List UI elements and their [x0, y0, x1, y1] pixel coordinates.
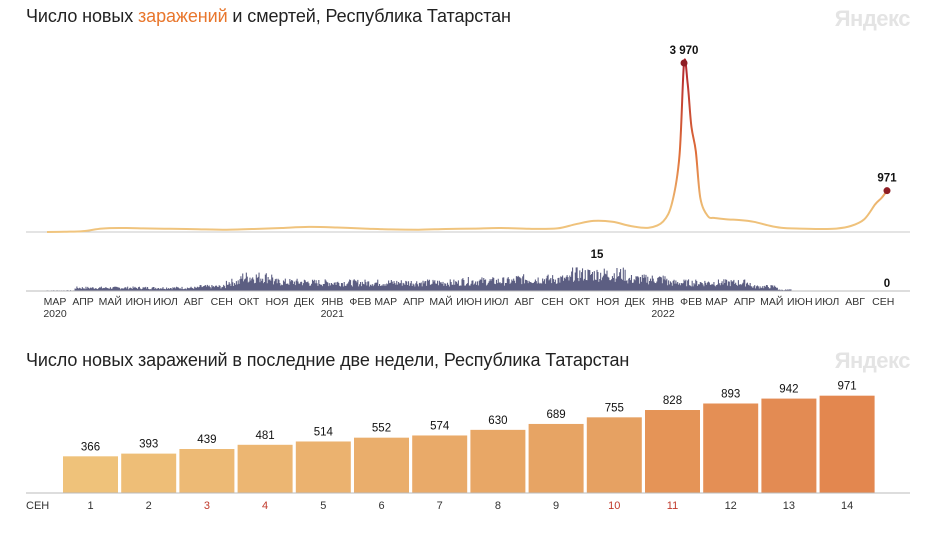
cases-markers: 3 970 971 — [670, 45, 897, 195]
x-tick-label: ИЮЛ — [484, 296, 509, 308]
x-tick-label: ЯНВ — [321, 296, 343, 308]
bar-value-label: 574 — [430, 420, 450, 432]
bar-day-label: 7 — [437, 500, 443, 512]
bar-day-label: 3 — [204, 500, 210, 512]
bar-day-label: 8 — [495, 500, 501, 512]
x-tick-label: МАР — [705, 296, 728, 308]
chart1-title: Число новых заражений и смертей, Республ… — [26, 6, 511, 26]
x-axis-ticks: МАР АПР МАЙ ИЮН ИЮЛ АВГ СЕН ОКТ НОЯ ДЕК ЯНВ ФЕВ МАР А… — [43, 295, 894, 320]
year-label: 2022 — [651, 308, 675, 320]
cases-last-label: 971 — [877, 173, 897, 185]
bar — [295, 441, 351, 493]
x-tick-label: НОЯ — [265, 296, 288, 308]
deaths-series: 15 0 — [46, 249, 890, 291]
bar — [645, 410, 700, 493]
yandex-logo-2: Яндекс — [834, 348, 911, 373]
bar-day-label: 14 — [841, 500, 853, 512]
bar-day-label: 9 — [553, 500, 559, 512]
bar — [121, 453, 177, 493]
x-tick-label: ФЕВ — [349, 296, 371, 308]
x-tick-label: СЕН — [541, 296, 563, 308]
cases-last-marker — [883, 187, 891, 195]
bar-value-label: 755 — [605, 402, 624, 414]
bar-day-label: 13 — [783, 500, 795, 512]
x-tick-label: СЕН — [211, 296, 233, 308]
bar-value-label: 828 — [663, 395, 682, 407]
chart2-title: Число новых заражений в последние две не… — [26, 350, 630, 370]
bar — [237, 444, 293, 493]
x-tick-label: ДЕК — [294, 296, 315, 308]
x-tick-label: ФЕВ — [680, 296, 702, 308]
bar-value-label: 552 — [372, 423, 391, 435]
bar-value-label: 971 — [838, 381, 857, 393]
bar-value-label: 630 — [488, 415, 507, 427]
bar-value-label: 439 — [197, 434, 216, 446]
deaths-peak-label: 15 — [591, 249, 604, 261]
cases-peak-marker — [680, 59, 688, 67]
x-tick-label: АВГ — [515, 296, 535, 308]
bar-day-label: 10 — [608, 500, 620, 512]
bar — [63, 456, 118, 493]
cases-line — [46, 58, 888, 233]
x-tick-label: МАЙ — [99, 295, 122, 308]
x-tick-label: ОКТ — [569, 296, 590, 308]
cases-peak-label: 3 970 — [670, 45, 699, 57]
x-tick-label: АПР — [403, 296, 424, 308]
x-tick-label: АВГ — [184, 296, 204, 308]
x-tick-label: ЯНВ — [652, 296, 674, 308]
chart1-title-accent: заражений — [138, 6, 228, 26]
bar-value-label: 942 — [779, 384, 798, 396]
bar — [354, 437, 409, 493]
bar — [819, 395, 875, 493]
x-tick-label: МАР — [374, 296, 397, 308]
x-tick-label: МАЙ — [760, 295, 783, 308]
x-tick-label: ИЮН — [125, 296, 151, 308]
bar — [761, 398, 817, 493]
bar — [179, 449, 235, 493]
year-label: 2020 — [43, 308, 67, 320]
x-tick-label: АПР — [72, 296, 93, 308]
bar — [470, 429, 526, 493]
bar — [703, 403, 759, 493]
x-tick-label: АВГ — [845, 296, 865, 308]
x-tick-label: ИЮЛ — [815, 296, 840, 308]
bar-value-label: 514 — [314, 426, 334, 438]
x-tick-label: АПР — [734, 296, 755, 308]
deaths-bars — [46, 267, 888, 291]
bar-day-label: 11 — [667, 500, 678, 512]
bar-day-label: 2 — [146, 500, 152, 512]
x-tick-label: СЕН — [872, 296, 894, 308]
bar-value-label: 689 — [547, 409, 566, 421]
x-tick-label: МАР — [44, 296, 67, 308]
chart1-title-bold: смертей — [247, 6, 316, 26]
bar-value-label: 893 — [721, 388, 740, 400]
year-label: 2021 — [321, 308, 345, 320]
bar-value-label: 366 — [81, 441, 100, 453]
bar-day-label: 12 — [725, 500, 737, 512]
x-tick-label: ИЮН — [787, 296, 813, 308]
bar-day-label: 4 — [262, 500, 268, 512]
yandex-logo: Яндекс — [834, 6, 911, 31]
x-tick-label: ИЮЛ — [153, 296, 178, 308]
bars: 366 393 439 481 514 552 574 630 689 755 828 893 942 9… — [63, 381, 875, 493]
bar-day-label: 5 — [320, 500, 326, 512]
x-tick-label: ИЮН — [456, 296, 482, 308]
x-tick-label: МАЙ — [429, 295, 452, 308]
x-tick-label: НОЯ — [596, 296, 619, 308]
deaths-last-label: 0 — [884, 278, 890, 290]
month-label: СЕН — [26, 500, 49, 512]
x-tick-label: ОКТ — [239, 296, 260, 308]
bar-value-label: 393 — [139, 439, 158, 451]
bar — [586, 417, 642, 493]
bar-day-label: 6 — [378, 500, 384, 512]
bar — [528, 423, 584, 493]
bar-value-label: 481 — [256, 430, 275, 442]
bar-day-label: 1 — [87, 500, 93, 512]
bar — [412, 435, 468, 493]
x-tick-label: ДЕК — [625, 296, 646, 308]
